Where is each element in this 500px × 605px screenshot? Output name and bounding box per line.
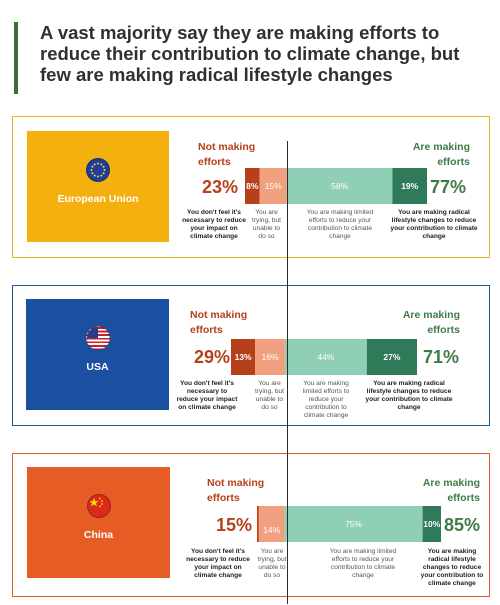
category-desc-trying: You are trying, but unable to do so <box>257 548 287 579</box>
bar-segment-radical-changes <box>422 506 441 542</box>
zero-divider-line <box>287 141 288 604</box>
stacked-bar-european-union: 8% 15% 58% 19% <box>245 168 427 204</box>
panel-european-union <box>12 116 490 258</box>
bar-value-label: 27% <box>383 352 400 362</box>
category-desc-radical: You are making radical lifestyle changes… <box>420 548 484 587</box>
category-desc-limited: You are making limited efforts to reduce… <box>306 209 374 240</box>
not-making-efforts-label: Not making efforts <box>198 141 256 168</box>
china-flag-icon <box>86 494 111 518</box>
bar-value-label: 10% <box>423 519 440 529</box>
not-making-efforts-label: Not making efforts <box>207 477 265 504</box>
category-desc-no-need: You don't feel it's necessary to reduce … <box>186 548 250 579</box>
not-making-total: 15% <box>215 515 252 535</box>
bar-segment-trying-unable <box>255 339 285 375</box>
category-desc-limited: You are making limited efforts to reduce… <box>302 380 350 419</box>
category-desc-no-need: You don't feel it's necessary to reduce … <box>176 380 238 411</box>
not-making-total: 29% <box>193 347 230 367</box>
region-box-usa: USA <box>26 299 169 410</box>
are-making-efforts-label: Are making efforts <box>402 309 460 336</box>
stacked-bar-usa: 13% 16% 44% 27% <box>231 339 417 375</box>
bar-value-label: 19% <box>401 181 418 191</box>
bar-value-label: 16% <box>262 352 279 362</box>
panel-china <box>12 453 490 597</box>
bar-segment-no-need <box>257 506 259 542</box>
region-name: China <box>83 529 114 541</box>
title-accent-bar <box>14 22 18 94</box>
bar-value-label: 15% <box>265 181 282 191</box>
bar-value-label: 13% <box>235 352 252 362</box>
bar-segment-no-need <box>245 168 260 204</box>
usa-flag-icon <box>85 326 110 350</box>
category-desc-radical: You are making radical lifestyle changes… <box>390 209 478 240</box>
are-making-total: 85% <box>444 515 481 535</box>
category-desc-limited: You are making limited efforts to reduce… <box>329 548 397 579</box>
bar-value-label: 14% <box>263 525 280 535</box>
not-making-total: 23% <box>201 177 238 197</box>
bar-value-label: 8% <box>246 181 259 191</box>
region-name: USA <box>86 361 109 373</box>
bar-value-label: 44% <box>317 352 334 362</box>
bar-segment-limited-efforts <box>284 339 367 375</box>
bar-value-label: 58% <box>331 181 348 191</box>
are-making-efforts-label: Are making efforts <box>422 477 480 504</box>
region-name: European Union <box>57 193 139 205</box>
bar-segment-limited-efforts <box>286 168 393 204</box>
bar-segment-trying-unable <box>258 506 285 542</box>
not-making-efforts-label: Not making efforts <box>190 309 248 336</box>
are-making-total: 71% <box>423 347 460 367</box>
are-making-total: 77% <box>430 177 467 197</box>
category-desc-trying: You are trying, but unable to do so <box>255 380 284 411</box>
category-desc-no-need: You don't feel it's necessary to reduce … <box>182 209 246 240</box>
chart-title: A vast majority say they are making effo… <box>40 22 460 85</box>
bar-segment-trying-unable <box>259 168 287 204</box>
region-box-china: China <box>27 467 170 578</box>
stacked-bar-china: 1%14%75%10% <box>257 506 441 542</box>
bar-value-label: 75% <box>345 519 362 529</box>
are-making-efforts-label: Are making efforts <box>412 141 470 168</box>
bar-segment-radical-changes <box>392 168 427 204</box>
eu-flag-icon <box>86 158 110 182</box>
bar-segment-no-need <box>231 339 256 375</box>
bar-segment-radical-changes <box>366 339 417 375</box>
region-box-european-union: European Union <box>27 131 169 242</box>
panel-usa <box>12 285 490 426</box>
bar-segment-limited-efforts <box>284 506 423 542</box>
category-desc-trying: You are trying, but unable to do so <box>252 209 281 240</box>
category-desc-radical: You are making radical lifestyle changes… <box>365 380 453 411</box>
